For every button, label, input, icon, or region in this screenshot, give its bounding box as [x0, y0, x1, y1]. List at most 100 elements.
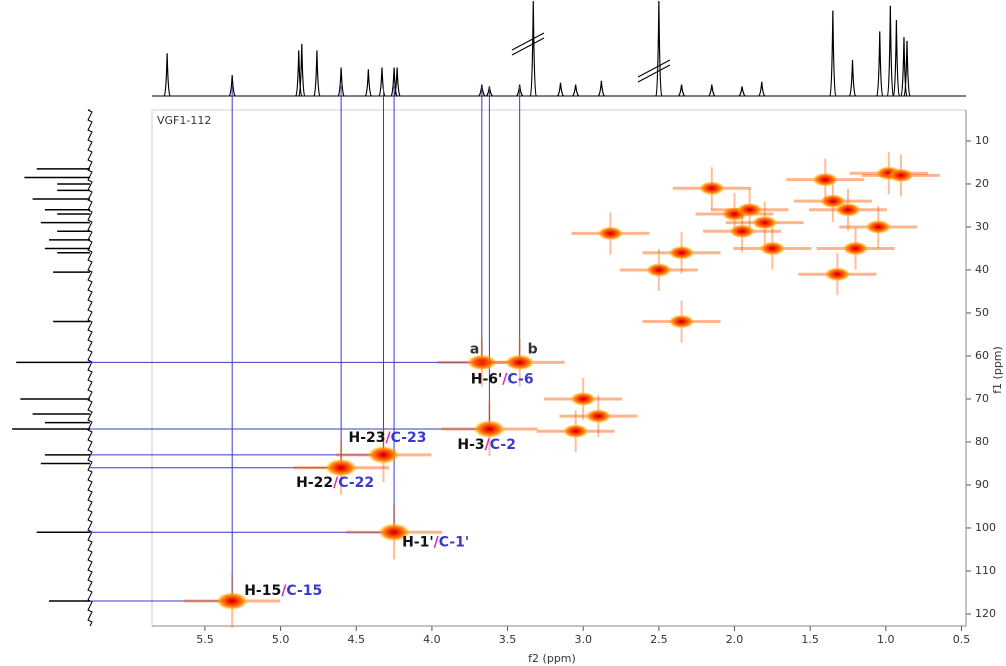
cross-peak [466, 354, 497, 371]
cross-peak [367, 445, 400, 464]
proton-peak [557, 82, 564, 97]
x-tick-label: 3.5 [499, 633, 517, 646]
y-tick-label: 120 [975, 607, 996, 620]
separator: / [333, 475, 339, 491]
cross-peak [751, 215, 778, 230]
cross-peak [504, 354, 535, 371]
peak-tag: b [528, 341, 538, 357]
proton-peak [478, 84, 486, 97]
proton-peak [829, 10, 837, 97]
break-marks [511, 32, 671, 83]
y-tick-label: 50 [975, 306, 989, 319]
cross-peak [812, 172, 839, 187]
proton-peak [903, 40, 911, 97]
proton-peak [708, 84, 716, 97]
c-label: C-22 [338, 475, 374, 491]
proton-peak [529, 0, 537, 97]
separator: / [386, 430, 392, 446]
proton-peak [295, 50, 303, 97]
proton-peak [876, 31, 884, 97]
proton-peak [337, 67, 345, 97]
cross-peak [378, 523, 411, 542]
cross-peak [736, 202, 763, 217]
h-label: H-6' [471, 371, 503, 387]
assignment-label: H-23/C-23 [348, 430, 426, 446]
proton-peak [163, 53, 171, 97]
proton-peak [572, 84, 580, 97]
proton-peak [738, 86, 746, 97]
proton-peak [313, 50, 321, 97]
x-tick-label: 4.0 [423, 633, 441, 646]
proton-peak [597, 80, 605, 97]
h-label: H-15 [244, 583, 281, 599]
proton-peak [516, 84, 524, 97]
x-tick-label: 1.5 [801, 633, 819, 646]
proton-peak [393, 67, 401, 97]
cross-peak [473, 420, 506, 439]
separator: / [502, 371, 508, 387]
cross-peak [216, 592, 249, 611]
proton-peak [364, 69, 372, 97]
proton-peak [758, 81, 766, 97]
assignment-label: H-22/C-22 [296, 475, 374, 491]
x-tick-label: 5.0 [272, 633, 290, 646]
c-label: C-6 [507, 371, 533, 387]
cross-peak [325, 458, 358, 477]
h-label: H-23 [348, 430, 385, 446]
c-label: C-2 [490, 437, 516, 453]
cross-peak [842, 241, 869, 256]
chart-title: VGF1-112 [157, 114, 211, 127]
h-label: H-3 [457, 437, 484, 453]
cross-peak [887, 168, 914, 183]
proton-peak [655, 0, 663, 97]
separator: / [281, 583, 287, 599]
cross-peak [668, 314, 695, 329]
h-label: H-1' [402, 534, 434, 550]
proton-peak [678, 84, 686, 97]
y-axis-label: f1 (ppm) [991, 346, 1004, 394]
cross-peak [698, 181, 725, 196]
x-tick-label: 0.5 [953, 633, 971, 646]
proton-peak [900, 37, 908, 97]
y-tick-label: 80 [975, 435, 989, 448]
y-tick-label: 110 [975, 564, 996, 577]
x-tick-label: 3.0 [574, 633, 592, 646]
x-tick-label: 5.5 [196, 633, 214, 646]
assignment-label: H-3/C-2 [457, 437, 516, 453]
y-tick-label: 70 [975, 392, 989, 405]
proton-peak [848, 59, 857, 97]
y-tick-label: 30 [975, 220, 989, 233]
proton-peak [298, 43, 306, 97]
y-tick-label: 10 [975, 134, 989, 147]
cross-peak [759, 241, 786, 256]
cross-peak [865, 219, 892, 234]
left-baseline [87, 109, 93, 627]
assignment-label: H-15/C-15 [244, 583, 322, 599]
separator: / [434, 534, 440, 550]
y-tick-label: 20 [975, 177, 989, 190]
x-axis-label: f2 (ppm) [528, 652, 576, 665]
proton-peak [390, 67, 398, 97]
cross-peak [834, 202, 861, 217]
y-tick-label: 60 [975, 349, 989, 362]
c-label: C-1' [439, 534, 469, 550]
y-tick-label: 90 [975, 478, 989, 491]
x-tick-label: 4.5 [348, 633, 366, 646]
assignment-label: H-6'/C-6 [471, 371, 534, 387]
proton-peak [378, 67, 386, 97]
h-label: H-22 [296, 475, 333, 491]
cross-peak [824, 267, 851, 282]
proton-peak [886, 5, 894, 97]
x-tick-label: 2.0 [726, 633, 744, 646]
y-tick-label: 40 [975, 263, 989, 276]
cross-peak [597, 226, 624, 241]
x-tick-label: 2.5 [650, 633, 668, 646]
cross-peak [585, 409, 612, 424]
cross-peak [668, 245, 695, 260]
proton-peak [892, 19, 900, 97]
plot-frame [151, 109, 967, 627]
peak-tag: a [470, 341, 479, 357]
c-label: C-23 [391, 430, 427, 446]
y-tick-label: 100 [975, 521, 996, 534]
